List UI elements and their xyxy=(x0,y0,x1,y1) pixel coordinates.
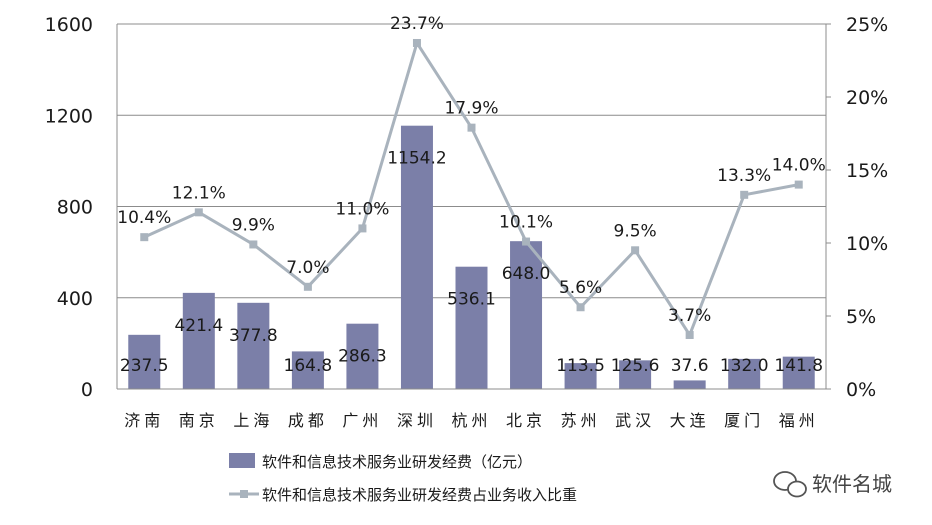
line-point xyxy=(685,330,694,339)
x-category-label: 深圳 xyxy=(397,411,437,430)
line-point xyxy=(631,246,640,255)
x-category-label: 济南 xyxy=(124,411,164,430)
bar-value-label: 377.8 xyxy=(229,326,278,346)
y-left-tick-label: 1600 xyxy=(45,14,93,36)
line-value-label: 23.7% xyxy=(390,14,444,34)
bar-value-label: 286.3 xyxy=(338,347,387,367)
legend-line-label: 软件和信息技术服务业研发经费占业务收入比重 xyxy=(262,486,577,504)
line-point xyxy=(576,303,585,312)
bar-value-label: 37.6 xyxy=(671,356,709,376)
bar-value-label: 536.1 xyxy=(447,290,496,310)
line-value-label: 5.6% xyxy=(559,278,602,298)
bar xyxy=(619,360,652,389)
legend-bar-label: 软件和信息技术服务业研发经费（亿元） xyxy=(262,453,532,471)
bar-value-label: 1154.2 xyxy=(387,149,446,169)
bar xyxy=(182,292,215,389)
bar-value-label: 141.8 xyxy=(774,356,823,376)
y-right-tick-label: 20% xyxy=(846,87,888,109)
line-point xyxy=(740,190,749,199)
bar xyxy=(673,380,706,389)
x-category-label: 广州 xyxy=(342,411,382,430)
legend: 软件和信息技术服务业研发经费（亿元） 软件和信息技术服务业研发经费占业务收入比重 xyxy=(229,453,577,504)
line-value-label: 17.9% xyxy=(444,99,498,119)
x-category-label: 厦门 xyxy=(724,411,764,430)
bar xyxy=(346,323,379,389)
bar xyxy=(400,125,433,390)
legend-line-marker xyxy=(240,490,248,498)
bar xyxy=(455,266,488,389)
bar-value-label: 237.5 xyxy=(120,356,169,376)
y-right-tick-label: 25% xyxy=(846,14,888,36)
y-left-tick-label: 1200 xyxy=(45,105,93,127)
line-point xyxy=(358,224,367,233)
y-right-tick-label: 10% xyxy=(846,233,888,255)
line-value-label: 9.5% xyxy=(614,221,657,241)
line-value-label: 14.0% xyxy=(772,156,826,176)
x-category-label: 杭州 xyxy=(451,411,491,430)
line-point xyxy=(412,38,421,47)
line-value-label: 11.0% xyxy=(335,199,389,219)
x-category-label: 北京 xyxy=(506,411,546,430)
line-value-label: 10.1% xyxy=(499,213,553,233)
bar xyxy=(237,302,270,389)
y-left-tick-label: 0 xyxy=(81,379,93,401)
x-category-label: 上海 xyxy=(233,411,273,430)
y-left-tick-label: 400 xyxy=(57,288,93,310)
x-category-label: 南京 xyxy=(179,411,219,430)
bar-series xyxy=(128,125,815,390)
line-value-label: 12.1% xyxy=(172,183,226,203)
line-point xyxy=(249,240,258,249)
bar-value-label: 648.0 xyxy=(502,264,551,284)
bar-value-label: 132.0 xyxy=(720,356,769,376)
line-point xyxy=(794,180,803,189)
line-point xyxy=(140,233,149,242)
x-category-label: 武汉 xyxy=(615,411,655,430)
watermark-text: 软件名城 xyxy=(812,472,892,496)
bar-value-label: 164.8 xyxy=(284,356,333,376)
line-value-label: 13.3% xyxy=(717,166,771,186)
line-value-label: 9.9% xyxy=(232,215,275,235)
bar xyxy=(728,358,761,389)
bar-value-label: 113.5 xyxy=(556,356,605,376)
line-value-label: 10.4% xyxy=(117,208,171,228)
y-right-tick-label: 5% xyxy=(846,306,876,328)
line-value-label: 3.7% xyxy=(668,306,711,326)
x-category-label: 大连 xyxy=(670,411,710,430)
line-value-label: 7.0% xyxy=(286,258,329,278)
bar xyxy=(510,241,543,389)
bar xyxy=(128,334,161,389)
x-category-label: 苏州 xyxy=(561,411,601,430)
bar-value-label: 125.6 xyxy=(611,356,660,376)
y-left-tick-label: 800 xyxy=(57,197,93,219)
axes: 0 400 800 1200 1600 0% 5% 10% 15% 20% 25% 济南 南京 上海 成都广… xyxy=(45,14,889,430)
bar xyxy=(291,351,324,389)
bar xyxy=(782,356,815,389)
y-right-tick-label: 0% xyxy=(846,379,876,401)
watermark: 软件名城 xyxy=(773,471,892,498)
wechat-icon xyxy=(773,471,807,498)
x-category-label: 成都 xyxy=(288,411,328,430)
line-point xyxy=(467,123,476,132)
bar xyxy=(564,363,597,389)
line-series xyxy=(140,38,803,339)
line-point xyxy=(303,282,312,291)
line-point xyxy=(194,208,203,217)
x-category-label: 福州 xyxy=(779,411,819,430)
y-right-tick-label: 15% xyxy=(846,160,888,182)
legend-bar-swatch xyxy=(229,453,255,468)
bar-value-label: 421.4 xyxy=(174,316,223,336)
line-point xyxy=(522,237,531,246)
